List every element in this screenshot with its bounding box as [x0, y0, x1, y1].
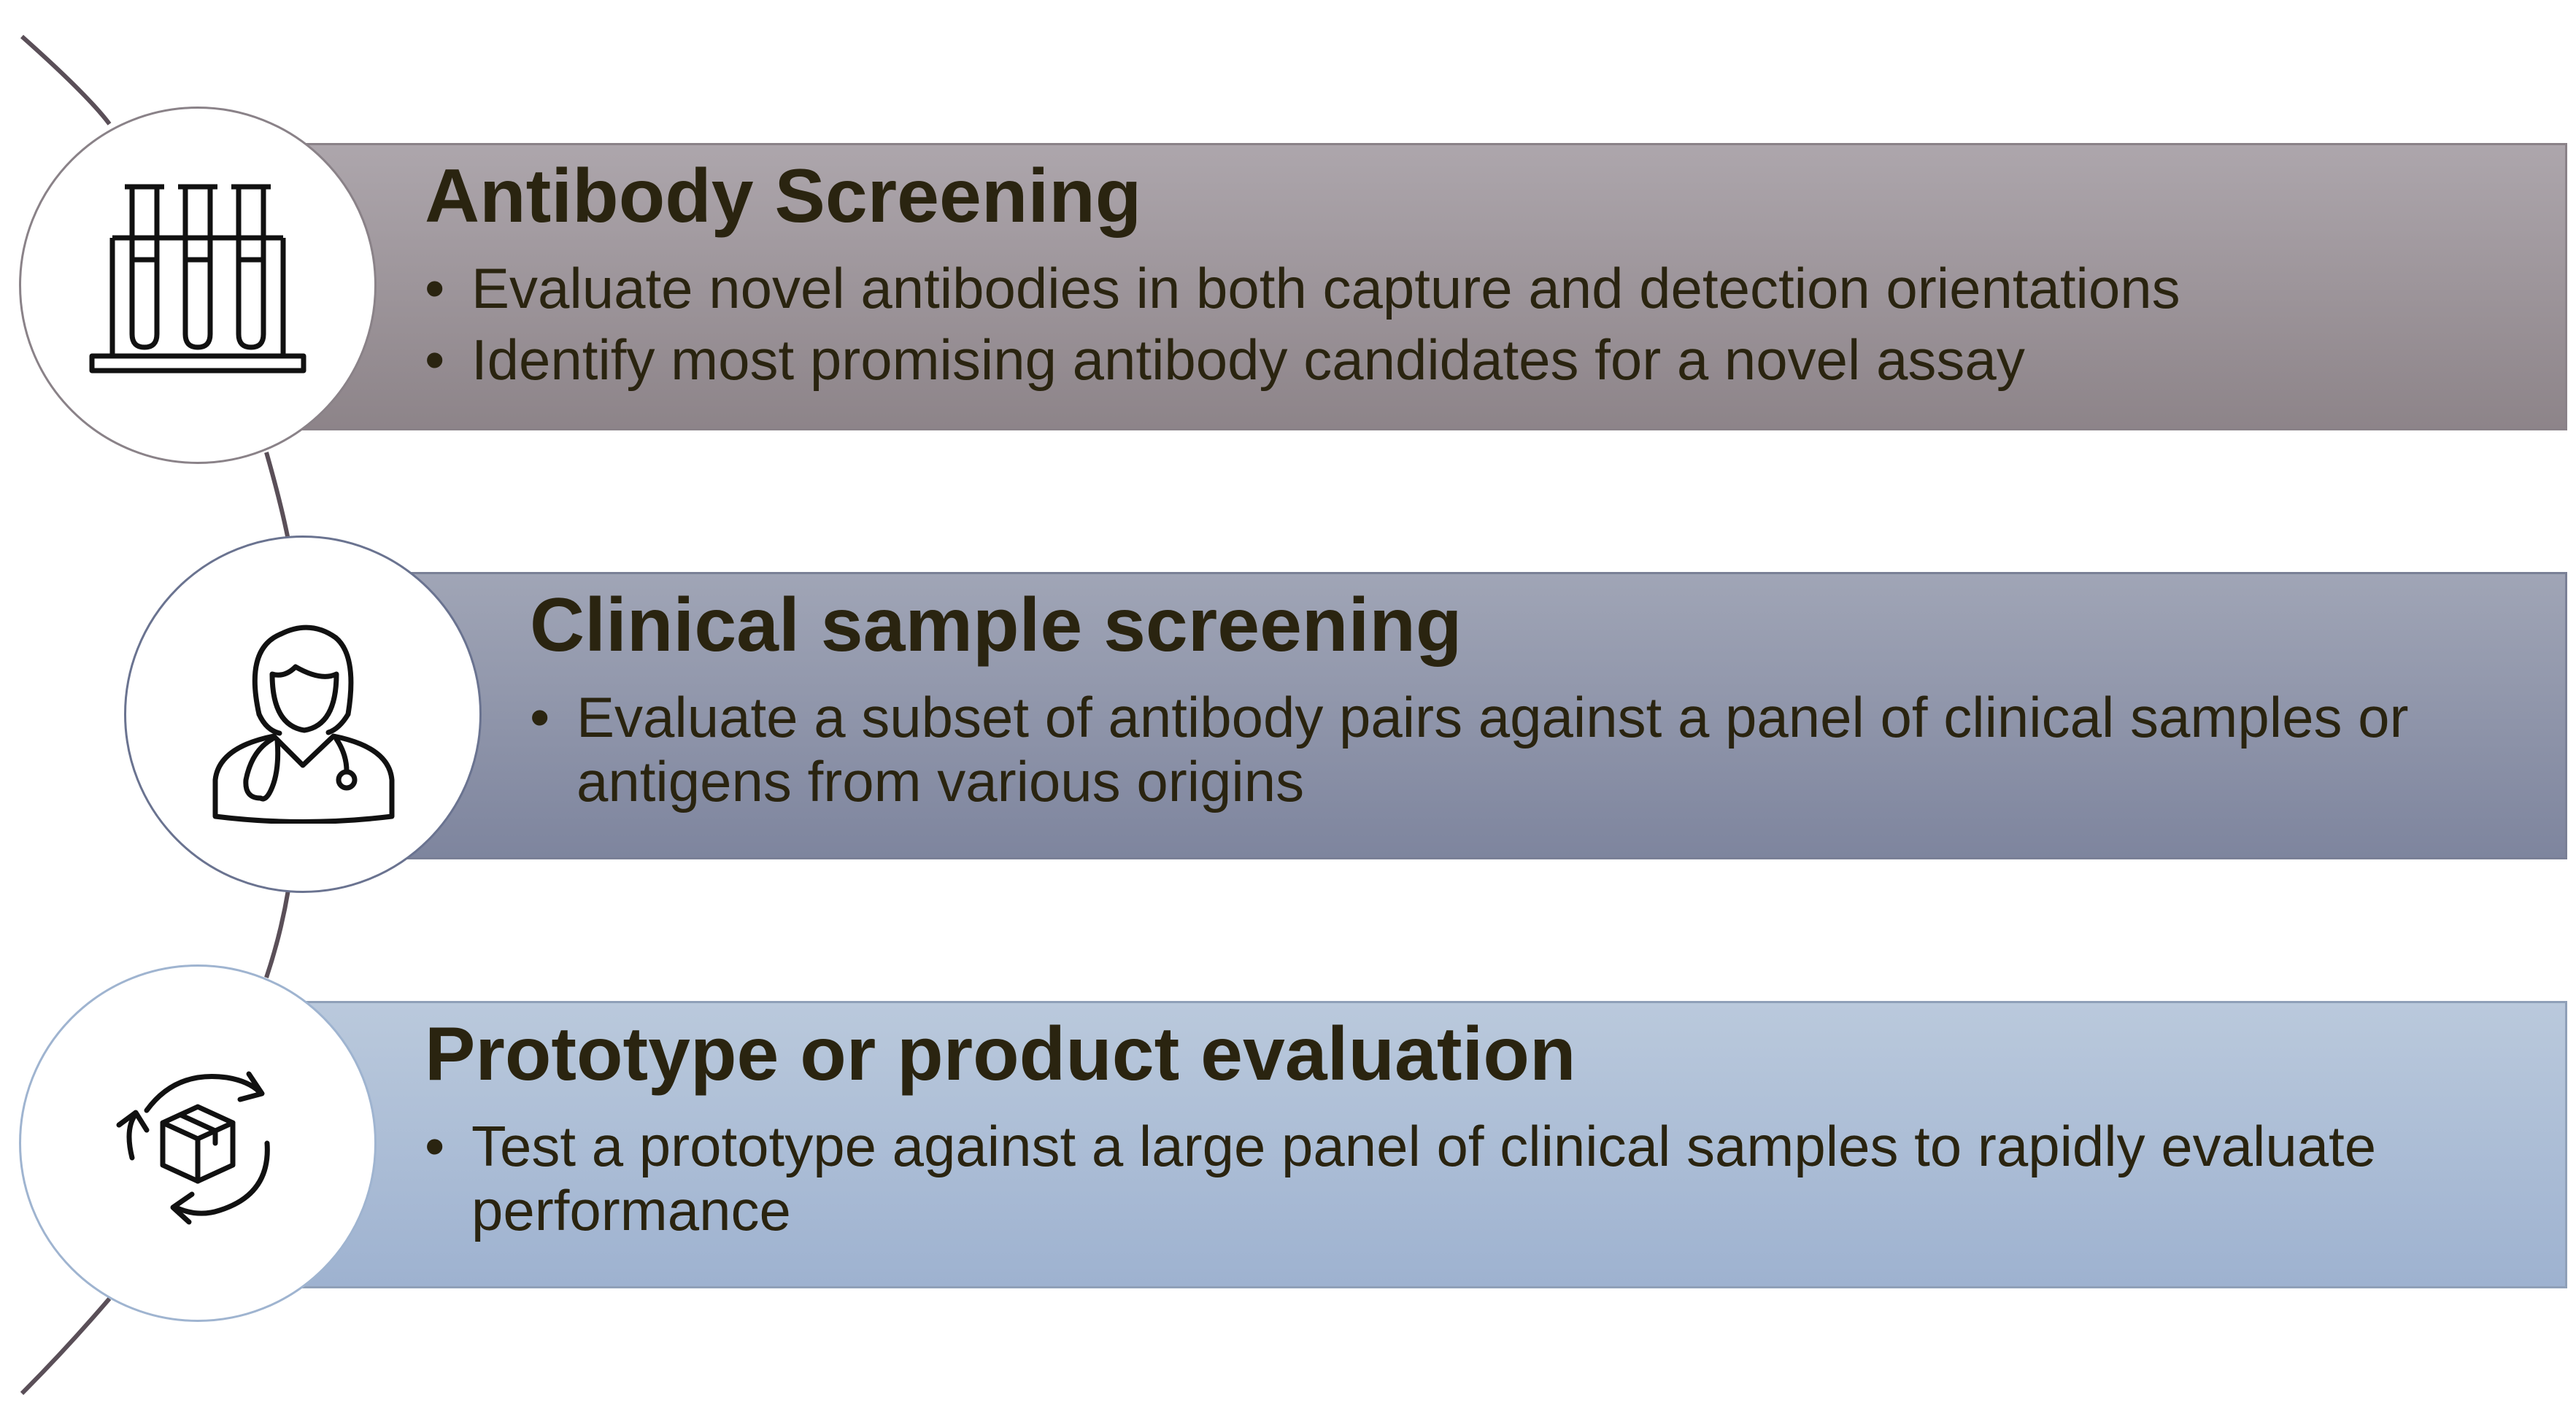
- bullet-point: Evaluate a subset of antibody pairs agai…: [530, 686, 2544, 813]
- stage-content: Clinical sample screening Evaluate a sub…: [530, 584, 2544, 821]
- bullet-point: Identify most promising antibody candida…: [425, 328, 2526, 392]
- stage-title: Prototype or product evaluation: [425, 1012, 1576, 1097]
- stage-points: Test a prototype against a large panel o…: [425, 1115, 2526, 1242]
- package-cycle-icon: [116, 1071, 270, 1225]
- stage-icon-circle: [124, 535, 482, 893]
- bullet-point: Evaluate novel antibodies in both captur…: [425, 257, 2526, 322]
- stage-title: Clinical sample screening: [530, 583, 1462, 668]
- stage-icon-circle: [19, 107, 377, 464]
- stage-icon-circle: [19, 964, 377, 1322]
- stage-points: Evaluate a subset of antibody pairs agai…: [530, 686, 2544, 813]
- doctor-icon: [212, 624, 395, 824]
- stage-title: Antibody Screening: [425, 154, 1142, 239]
- test-tubes-icon: [89, 184, 306, 374]
- stage-content: Antibody Screening Evaluate novel antibo…: [425, 155, 2526, 399]
- bullet-point: Test a prototype against a large panel o…: [425, 1115, 2526, 1242]
- stage-points: Evaluate novel antibodies in both captur…: [425, 257, 2526, 392]
- stage-content: Prototype or product evaluation Test a p…: [425, 1013, 2526, 1250]
